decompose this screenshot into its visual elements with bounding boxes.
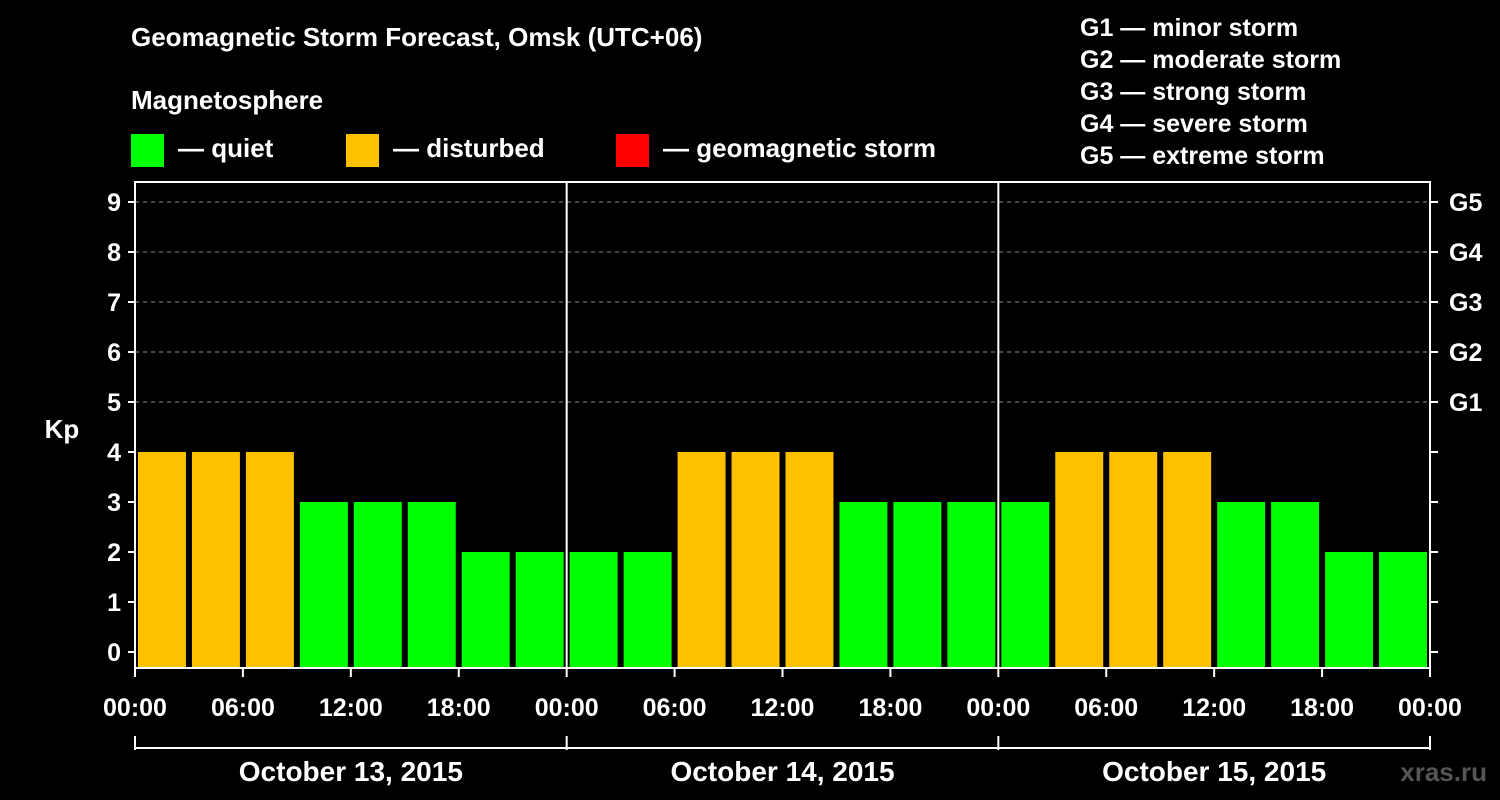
kp-bar-7: [515, 552, 564, 668]
y-tick-label-8: 8: [107, 239, 121, 267]
kp-bar-8: [569, 552, 618, 668]
g-axis-label-G4: G4: [1449, 239, 1482, 267]
y-tick-label-3: 3: [107, 489, 121, 517]
kp-bar-12: [785, 452, 834, 668]
legend-swatch-disturbed: [346, 134, 379, 167]
legend-label-disturbed: — disturbed: [393, 133, 545, 163]
legend-swatch-quiet: [131, 134, 164, 167]
x-tick-label-7: 18:00: [858, 694, 922, 722]
kp-bar-23: [1379, 552, 1427, 668]
kp-bar-14: [893, 502, 942, 668]
kp-bar-21: [1271, 502, 1320, 668]
g-scale-item-g5: G5 — extreme storm: [1080, 142, 1325, 170]
day-label-2: October 15, 2015: [1102, 756, 1326, 787]
chart-title: Geomagnetic Storm Forecast, Omsk (UTC+06…: [131, 22, 703, 52]
g-axis-label-G5: G5: [1449, 189, 1482, 217]
kp-bar-2: [245, 452, 294, 668]
kp-bar-16: [1001, 502, 1050, 668]
x-tick-label-9: 06:00: [1074, 694, 1138, 722]
g-scale-item-g4: G4 — severe storm: [1080, 110, 1308, 138]
legend-swatch-storm: [616, 134, 649, 167]
x-tick-label-3: 18:00: [427, 694, 491, 722]
g-scale-item-g2: G2 — moderate storm: [1080, 46, 1342, 74]
x-tick-label-2: 12:00: [319, 694, 383, 722]
g-scale-item-g1: G1 — minor storm: [1080, 14, 1299, 42]
g-axis-label-G3: G3: [1449, 289, 1482, 317]
kp-bar-11: [731, 452, 780, 668]
x-tick-label-12: 00:00: [1398, 694, 1462, 722]
y-tick-label-6: 6: [107, 339, 121, 367]
y-tick-label-4: 4: [107, 439, 121, 467]
x-tick-label-8: 00:00: [966, 694, 1030, 722]
x-tick-label-0: 00:00: [103, 694, 167, 722]
g-axis-label-G1: G1: [1449, 389, 1482, 417]
kp-bar-5: [407, 502, 456, 668]
kp-bar-20: [1217, 502, 1266, 668]
kp-bar-15: [947, 502, 996, 668]
g-scale-item-g3: G3 — strong storm: [1080, 78, 1307, 106]
day-label-1: October 14, 2015: [670, 756, 894, 787]
x-tick-label-10: 12:00: [1182, 694, 1246, 722]
y-tick-label-0: 0: [107, 639, 121, 667]
watermark: xras.ru: [1400, 757, 1487, 787]
y-axis-label: Kp: [45, 414, 80, 444]
kp-bar-18: [1109, 452, 1158, 668]
x-tick-label-11: 18:00: [1290, 694, 1354, 722]
kp-bar-4: [353, 502, 402, 668]
y-tick-label-1: 1: [107, 589, 121, 617]
g-axis-label-G2: G2: [1449, 339, 1482, 367]
y-tick-label-5: 5: [107, 389, 121, 417]
kp-bar-9: [623, 552, 672, 668]
x-tick-label-5: 06:00: [643, 694, 707, 722]
kp-bar-17: [1055, 452, 1104, 668]
y-tick-label-7: 7: [107, 289, 121, 317]
kp-bar-22: [1325, 552, 1374, 668]
kp-bar-6: [461, 552, 510, 668]
legend-label-storm: — geomagnetic storm: [663, 133, 937, 163]
y-tick-label-2: 2: [107, 539, 121, 567]
legend-label-quiet: — quiet: [178, 133, 274, 163]
x-tick-label-6: 12:00: [751, 694, 815, 722]
kp-bar-10: [677, 452, 726, 668]
kp-bar-13: [839, 502, 888, 668]
kp-bar-19: [1163, 452, 1212, 668]
kp-bar-3: [299, 502, 348, 668]
kp-bar-0: [138, 452, 186, 668]
day-label-0: October 13, 2015: [239, 756, 463, 787]
x-tick-label-4: 00:00: [535, 694, 599, 722]
x-tick-label-1: 06:00: [211, 694, 275, 722]
kp-bar-1: [191, 452, 240, 668]
chart-subtitle: Magnetosphere: [131, 85, 324, 115]
y-tick-label-9: 9: [107, 189, 121, 217]
